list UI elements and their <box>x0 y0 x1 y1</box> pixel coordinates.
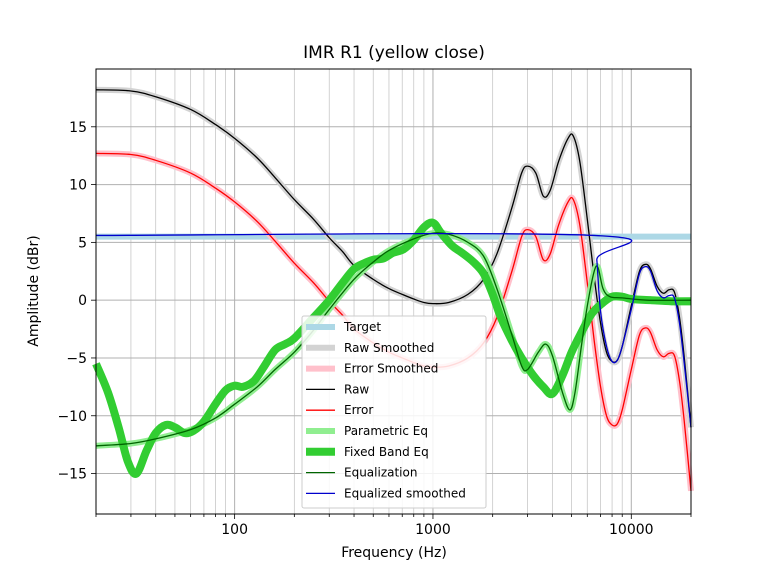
chart-title: IMR R1 (yellow close) <box>303 43 485 63</box>
y-tick-label: 15 <box>69 120 87 136</box>
y-tick-label: −15 <box>57 467 87 483</box>
legend-label: Error Smoothed <box>344 362 438 376</box>
plot-frame <box>95 68 692 515</box>
legend-label: Equalization <box>344 466 417 480</box>
x-tick-label: 1000 <box>415 522 451 538</box>
legend-label: Parametric Eq <box>344 424 428 438</box>
y-tick-label: −10 <box>57 409 87 425</box>
series-line-raw <box>95 89 692 428</box>
legend-label: Error <box>344 403 373 417</box>
legend-label: Raw <box>344 382 369 396</box>
legend-label: Equalized smoothed <box>344 486 466 500</box>
x-axis-label: Frequency (Hz) <box>341 545 447 561</box>
y-tick-label: 5 <box>78 235 87 251</box>
legend-box <box>301 315 487 509</box>
x-tick-label: 10000 <box>609 522 654 538</box>
legend: Target Raw Smoothed Error Smoothed Raw Error… <box>301 315 487 509</box>
x-tick-label: 100 <box>221 522 248 538</box>
y-axis-label: Amplitude (dBr) <box>26 235 42 346</box>
series-line-equalization <box>95 232 692 447</box>
legend-label: Target <box>343 320 381 334</box>
legend-label: Raw Smoothed <box>344 341 434 355</box>
axis-ticks: 100 1000 10000 −15 −10 −5 0 5 10 15 <box>57 120 692 538</box>
series-lines <box>92 86 694 492</box>
series-line-error <box>95 152 692 491</box>
y-tick-label: 10 <box>69 178 87 194</box>
series-line-equalized-smoothed <box>95 232 692 428</box>
series-line-fixed-band-eq <box>92 218 692 478</box>
y-tick-label: 0 <box>78 293 87 309</box>
legend-label: Fixed Band Eq <box>344 445 429 459</box>
y-tick-label: −5 <box>66 351 87 367</box>
